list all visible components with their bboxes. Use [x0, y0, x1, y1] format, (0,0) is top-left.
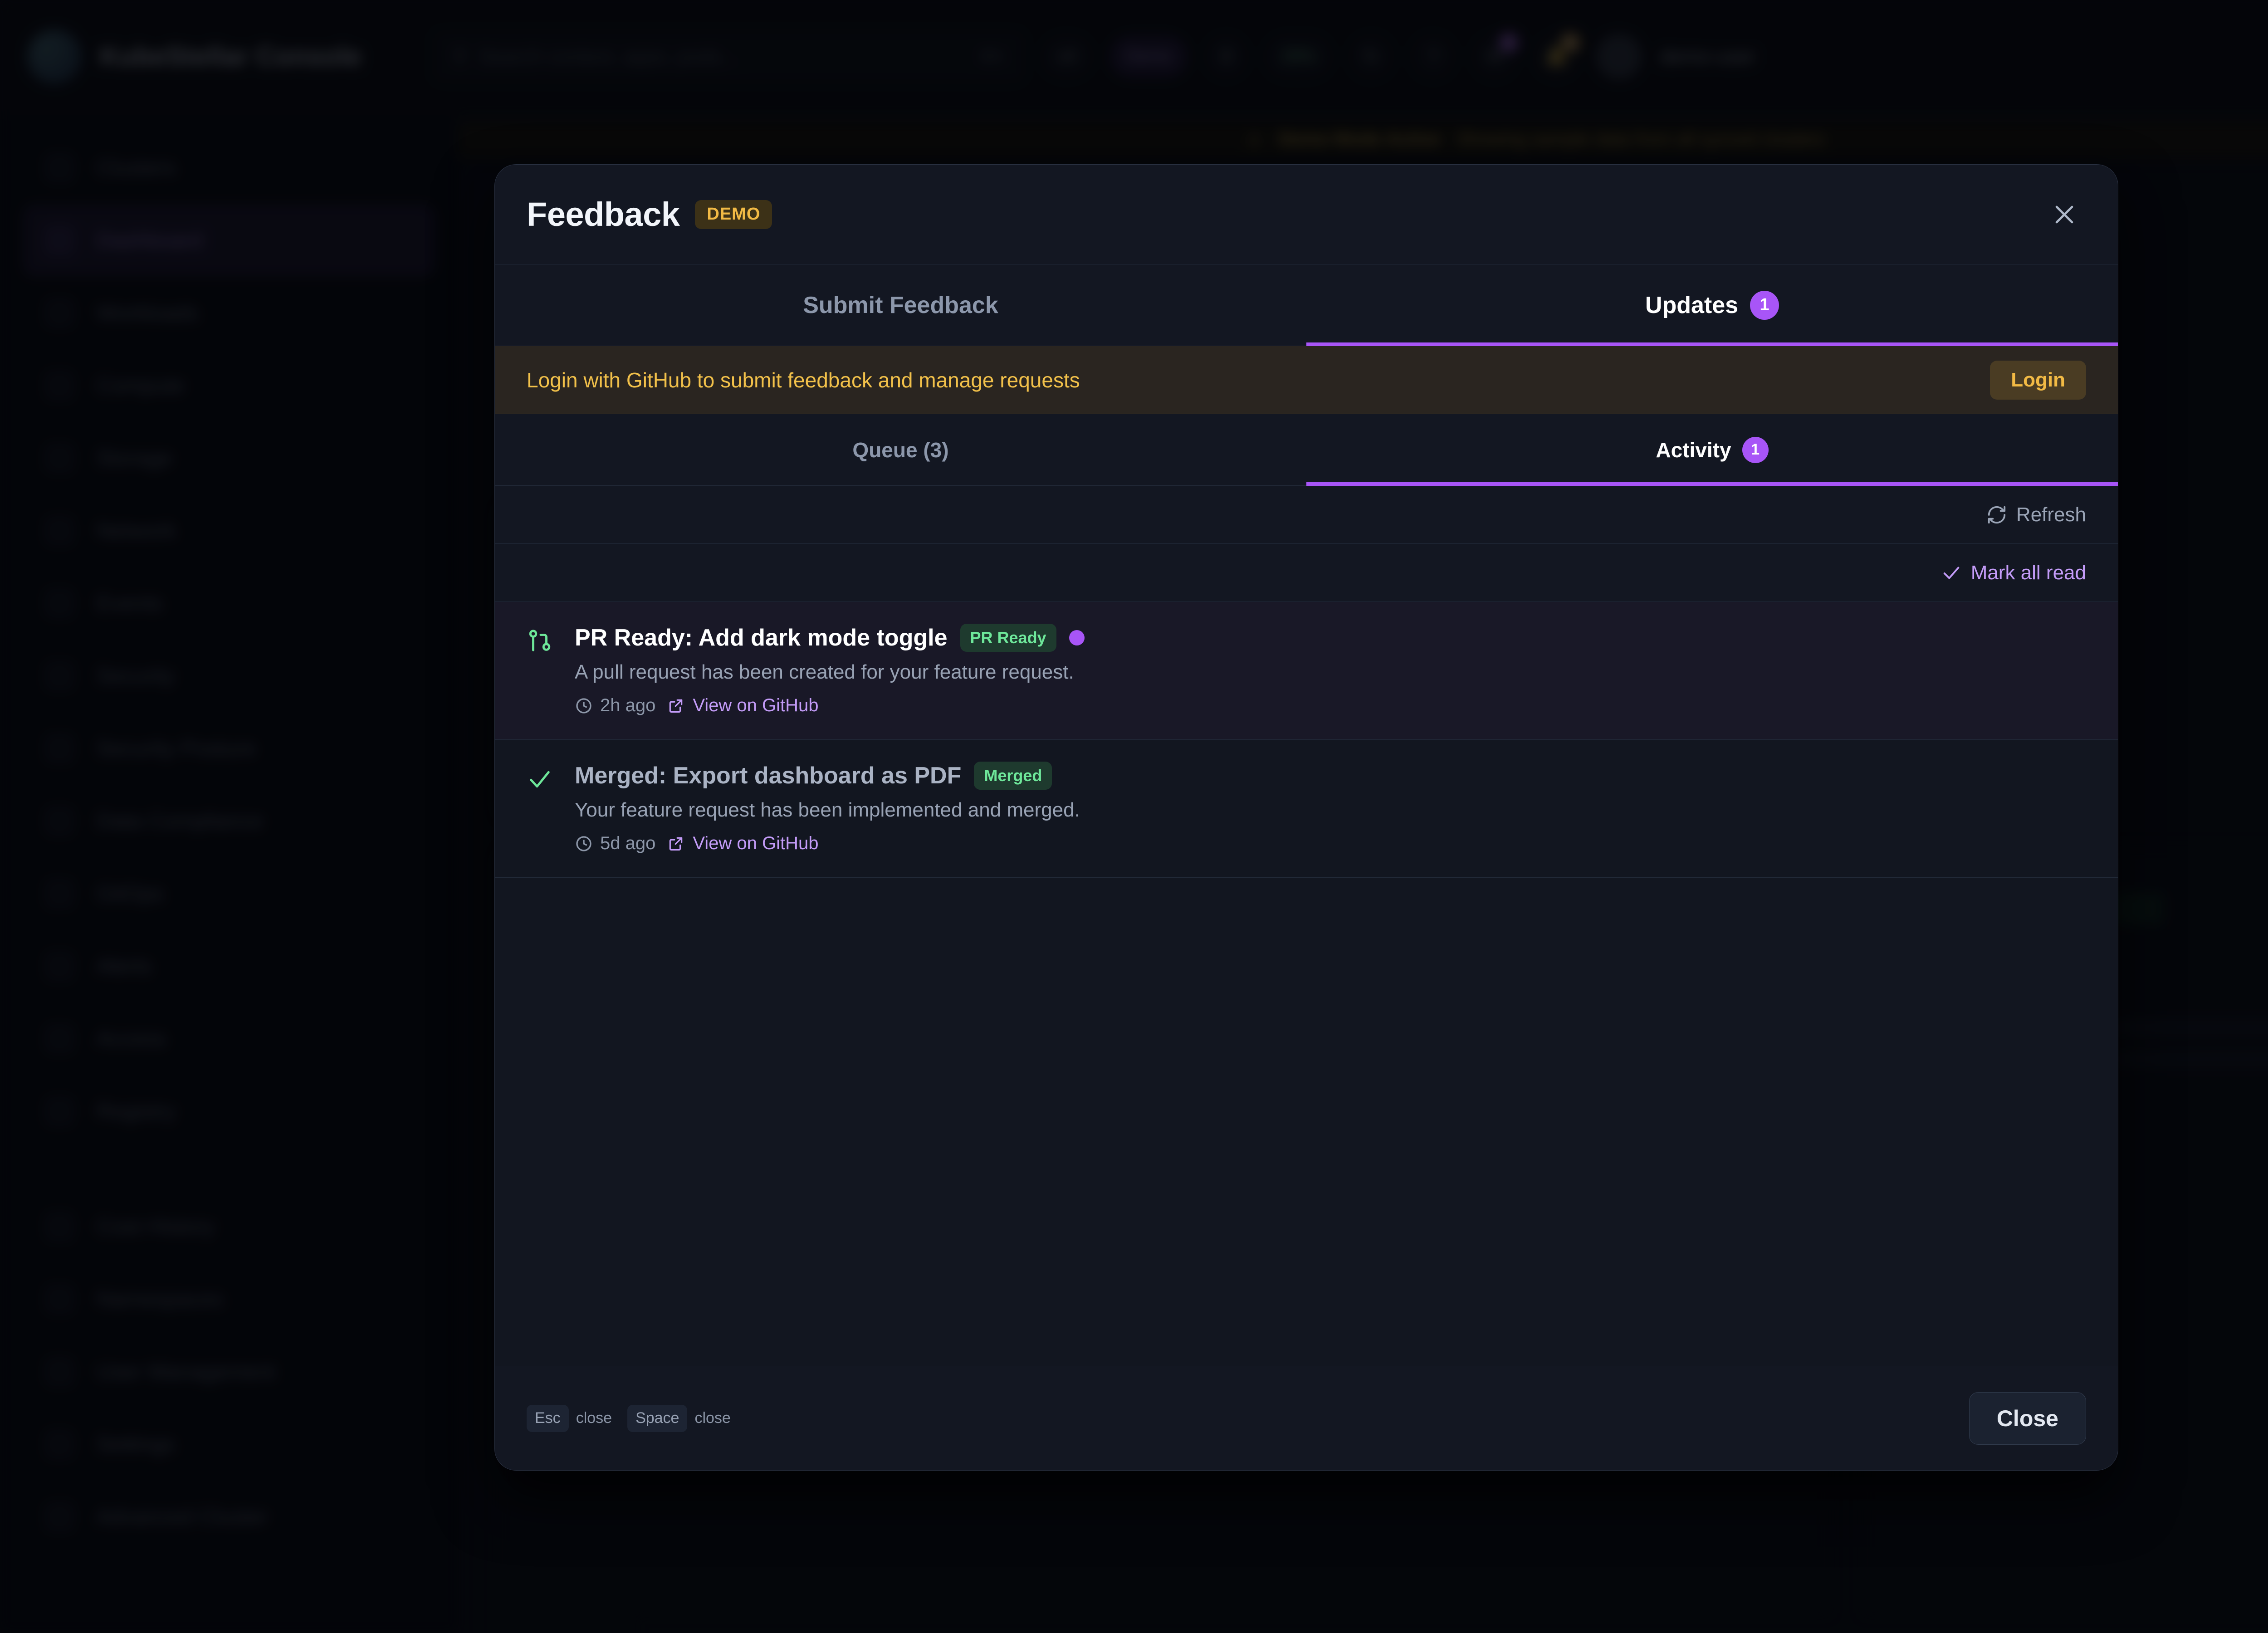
- activity-time-label: 5d ago: [600, 833, 655, 854]
- refresh-button[interactable]: Refresh: [1986, 504, 2086, 526]
- close-button[interactable]: Close: [1969, 1392, 2086, 1445]
- mark-all-read-label: Mark all read: [1971, 562, 2086, 584]
- check-icon: [527, 762, 556, 854]
- activity-description: Your feature request has been implemente…: [575, 799, 2086, 821]
- activity-item-body: PR Ready: Add dark mode toggle PR Ready …: [575, 624, 2086, 716]
- tab-label: Updates: [1645, 292, 1738, 319]
- activity-title-row: Merged: Export dashboard as PDF Merged: [575, 762, 2086, 790]
- kbd-action: close: [576, 1409, 612, 1427]
- mark-all-read-button[interactable]: Mark all read: [1941, 562, 2086, 584]
- activity-feed: PR Ready: Add dark mode toggle PR Ready …: [495, 602, 2118, 1366]
- tab-badge: 1: [1750, 291, 1779, 320]
- close-icon[interactable]: [2043, 193, 2086, 236]
- status-badge: Merged: [974, 762, 1052, 790]
- activity-timestamp: 2h ago: [575, 695, 655, 716]
- subtab-queue[interactable]: Queue (3): [495, 414, 1306, 485]
- modal-footer: Esc close Space close Close: [495, 1366, 2118, 1470]
- activity-item[interactable]: PR Ready: Add dark mode toggle PR Ready …: [495, 602, 2118, 740]
- mark-all-read-row: Mark all read: [495, 544, 2118, 602]
- view-on-github-link[interactable]: View on GitHub: [667, 695, 818, 716]
- activity-meta: 2h ago View on GitHub: [575, 695, 2086, 716]
- view-on-github-label: View on GitHub: [693, 695, 818, 716]
- tab-updates[interactable]: Updates 1: [1306, 264, 2118, 346]
- refresh-icon: [1986, 504, 2007, 525]
- subtab-label: Queue (3): [852, 438, 948, 462]
- clock-icon: [575, 697, 593, 715]
- subtab-activity[interactable]: Activity 1: [1306, 414, 2118, 485]
- view-on-github-label: View on GitHub: [693, 833, 818, 854]
- page-title: Feedback: [527, 195, 679, 234]
- subtab-label: Activity: [1656, 438, 1731, 462]
- hint-esc: Esc close: [527, 1405, 612, 1432]
- feedback-modal: Feedback DEMO Submit Feedback Updates 1 …: [494, 164, 2118, 1471]
- tab-submit-feedback[interactable]: Submit Feedback: [495, 264, 1306, 346]
- activity-item[interactable]: Merged: Export dashboard as PDF Merged Y…: [495, 740, 2118, 878]
- external-link-icon: [667, 697, 684, 714]
- clock-icon: [575, 835, 593, 853]
- check-icon: [1941, 562, 1962, 583]
- activity-timestamp: 5d ago: [575, 833, 655, 854]
- activity-title: Merged: Export dashboard as PDF: [575, 762, 961, 789]
- activity-time-label: 2h ago: [600, 695, 655, 716]
- demo-badge: DEMO: [695, 200, 772, 229]
- activity-meta: 5d ago View on GitHub: [575, 833, 2086, 854]
- activity-title: PR Ready: Add dark mode toggle: [575, 624, 948, 651]
- refresh-label: Refresh: [2016, 504, 2086, 526]
- hint-space: Space close: [627, 1405, 731, 1432]
- external-link-icon: [667, 835, 684, 852]
- tab-label: Submit Feedback: [803, 292, 998, 319]
- refresh-row: Refresh: [495, 486, 2118, 544]
- activity-description: A pull request has been created for your…: [575, 661, 2086, 684]
- kbd-key: Esc: [527, 1405, 569, 1432]
- unread-dot-icon: [1069, 630, 1085, 645]
- status-badge: PR Ready: [960, 624, 1056, 652]
- kbd-action: close: [694, 1409, 730, 1427]
- login-banner: Login with GitHub to submit feedback and…: [495, 346, 2118, 414]
- modal-subtabs: Queue (3) Activity 1: [495, 414, 2118, 486]
- modal-header: Feedback DEMO: [495, 165, 2118, 264]
- keyboard-hints: Esc close Space close: [527, 1405, 731, 1432]
- git-branch-icon: [527, 624, 556, 716]
- activity-item-body: Merged: Export dashboard as PDF Merged Y…: [575, 762, 2086, 854]
- subtab-badge: 1: [1742, 437, 1769, 463]
- modal-tabs: Submit Feedback Updates 1: [495, 264, 2118, 346]
- login-button[interactable]: Login: [1990, 361, 2086, 400]
- view-on-github-link[interactable]: View on GitHub: [667, 833, 818, 854]
- activity-title-row: PR Ready: Add dark mode toggle PR Ready: [575, 624, 2086, 652]
- kbd-key: Space: [627, 1405, 687, 1432]
- login-banner-text: Login with GitHub to submit feedback and…: [527, 368, 1080, 392]
